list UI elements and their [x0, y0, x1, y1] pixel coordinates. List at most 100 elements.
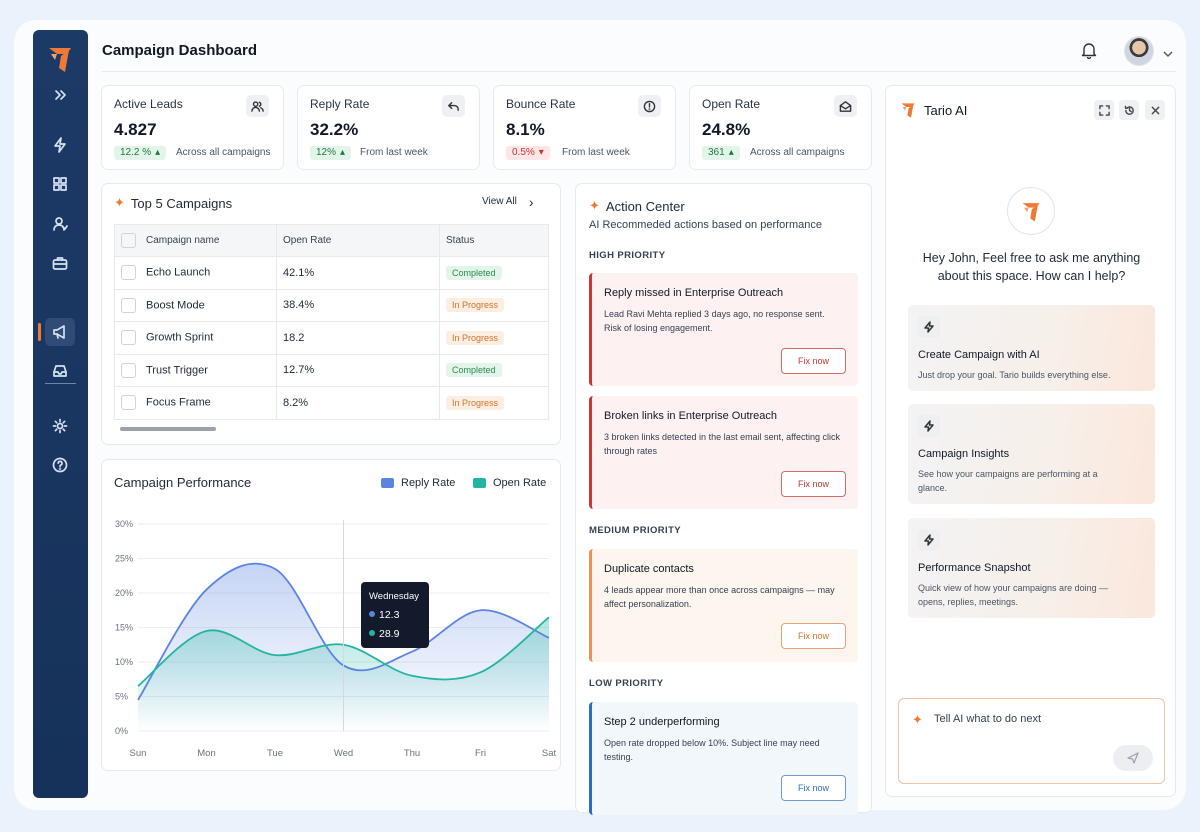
col-open-rate: Open Rate	[276, 224, 440, 257]
y-tick-label: 30%	[115, 519, 133, 529]
row-checkbox[interactable]	[121, 297, 136, 313]
action-item: Step 2 underperforming Open rate dropped…	[589, 702, 858, 815]
top-campaigns-card: ✦ Top 5 Campaigns View All › Campaign na…	[101, 183, 561, 445]
campaign-name: Echo Launch	[146, 266, 211, 279]
status-badge: Completed	[446, 363, 502, 378]
placeholder	[49, 330, 71, 352]
ai-panel-title: Tario AI	[924, 102, 968, 118]
ai-prompt-placeholder[interactable]: Tell AI what to do next	[934, 713, 1042, 725]
table-row[interactable]: Growth Sprint 18.2 In Progress	[114, 321, 549, 355]
expand-icon[interactable]	[1094, 100, 1114, 120]
y-tick-label: 10%	[115, 657, 133, 667]
tario-logo-icon	[901, 103, 915, 118]
table-row[interactable]: Boost Mode 38.4% In Progress	[114, 288, 549, 322]
chevron-right-icon: ›	[528, 193, 534, 210]
user-avatar[interactable]	[1124, 36, 1154, 66]
col-status: Status	[439, 224, 549, 257]
card-desc: See how your campaigns are performing at…	[918, 469, 1098, 493]
row-checkbox[interactable]	[121, 362, 136, 378]
action-center-card: ✦ Action Center AI Recommeded actions ba…	[575, 183, 872, 815]
view-all-label: View All	[482, 196, 517, 207]
stat-note: From last week	[360, 147, 428, 158]
help-icon[interactable]	[49, 454, 71, 476]
cell-open-rate: 18.2	[276, 321, 440, 355]
sidebar-active-bg	[45, 318, 75, 346]
low-priority-label: LOW PRIORITY	[589, 678, 664, 689]
view-all-link[interactable]: View All ›	[482, 193, 534, 210]
top-campaigns-title: ✦ Top 5 Campaigns	[114, 195, 232, 211]
expand-icon[interactable]	[49, 84, 71, 106]
stat-value: 24.8%	[702, 120, 751, 139]
y-tick-label: 15%	[115, 623, 133, 633]
ai-suggestion-card[interactable]: Create Campaign with AI Just drop your g…	[908, 305, 1155, 391]
table-row[interactable]: Trust Trigger 12.7% Completed	[114, 353, 549, 387]
sparkle-icon: ✦	[114, 195, 125, 210]
fix-now-button[interactable]: Fix now	[781, 471, 846, 497]
card-title: Performance Snapshot	[918, 562, 1031, 574]
card-title: Create Campaign with AI	[918, 349, 1040, 361]
tooltip-open-value: 28.9	[379, 628, 400, 640]
ai-greeting: Hey John, Feel free to ask me anything a…	[922, 251, 1141, 283]
stat-value: 4.827	[114, 120, 157, 139]
table-row[interactable]: Focus Frame 8.2% In Progress	[114, 386, 549, 420]
stat-card-reply-rate: Reply Rate 32.2% 12% ▴ From last week	[297, 85, 480, 170]
table-row[interactable]: Echo Launch 42.1% Completed	[114, 256, 549, 290]
status-badge: Completed	[446, 265, 502, 280]
y-tick-label: 5%	[115, 692, 128, 702]
x-tick-label: Fri	[475, 748, 486, 759]
stat-title: Reply Rate	[310, 97, 370, 111]
stat-title: Active Leads	[114, 97, 183, 111]
logo-icon[interactable]	[47, 44, 73, 74]
select-all-checkbox[interactable]	[121, 233, 136, 248]
cell-name: Focus Frame	[114, 386, 277, 420]
fix-now-button[interactable]: Fix now	[781, 775, 846, 801]
series-line-0	[137, 562, 550, 701]
chevron-down-icon[interactable]	[1163, 45, 1173, 63]
bolt-icon	[918, 415, 940, 437]
cell-status: Completed	[439, 353, 549, 387]
inbox-icon[interactable]	[49, 360, 71, 382]
row-checkbox[interactable]	[121, 330, 136, 346]
action-desc: Open rate dropped below 10%. Subject lin…	[604, 738, 820, 762]
row-checkbox[interactable]	[121, 395, 136, 411]
users-icon	[246, 95, 269, 117]
cell-name: Boost Mode	[114, 288, 277, 322]
horizontal-scrollbar[interactable]	[120, 427, 216, 431]
action-title: Broken links in Enterprise Outreach	[604, 410, 778, 422]
bolt-icon[interactable]	[49, 134, 71, 156]
info-icon	[638, 95, 661, 117]
fix-now-button[interactable]: Fix now	[781, 348, 846, 374]
ai-prompt-box[interactable]: ✦ Tell AI what to do next	[898, 698, 1165, 784]
close-icon[interactable]	[1145, 100, 1165, 120]
action-item: Duplicate contacts 4 leads appear more t…	[589, 549, 858, 662]
users-icon[interactable]	[49, 213, 71, 235]
stat-value: 32.2%	[310, 120, 359, 139]
tooltip-dot-reply	[369, 611, 375, 617]
y-tick-label: 0%	[115, 726, 128, 736]
megaphone-icon[interactable]	[49, 321, 71, 343]
header-divider	[102, 71, 1176, 72]
action-title: Duplicate contacts	[604, 563, 694, 575]
campaign-name: Trust Trigger	[146, 364, 208, 377]
bell-icon[interactable]	[1081, 41, 1097, 64]
grid-icon[interactable]	[49, 173, 71, 195]
legend-label: Reply Rate	[401, 477, 456, 489]
cell-open-rate: 12.7%	[276, 353, 440, 387]
badge-text: 12.2 %	[120, 147, 152, 158]
sidebar	[33, 30, 88, 798]
send-button[interactable]	[1113, 745, 1153, 771]
briefcase-icon[interactable]	[49, 252, 71, 274]
row-checkbox[interactable]	[121, 265, 136, 281]
section-title-text: Top 5 Campaigns	[130, 195, 233, 211]
tooltip-reply-value: 12.3	[379, 609, 400, 621]
action-item: Reply missed in Enterprise Outreach Lead…	[589, 273, 858, 386]
campaign-name: Boost Mode	[146, 299, 205, 312]
action-title: Step 2 underperforming	[604, 716, 720, 728]
history-icon[interactable]	[1119, 100, 1139, 120]
status-badge: In Progress	[446, 395, 505, 410]
ai-suggestion-card[interactable]: Performance Snapshot Quick view of how y…	[908, 518, 1155, 618]
ai-suggestion-card[interactable]: Campaign Insights See how your campaigns…	[908, 404, 1155, 504]
settings-icon[interactable]	[49, 415, 71, 437]
table-header-row: Campaign name Open Rate Status	[114, 224, 549, 257]
fix-now-button[interactable]: Fix now	[781, 623, 846, 649]
